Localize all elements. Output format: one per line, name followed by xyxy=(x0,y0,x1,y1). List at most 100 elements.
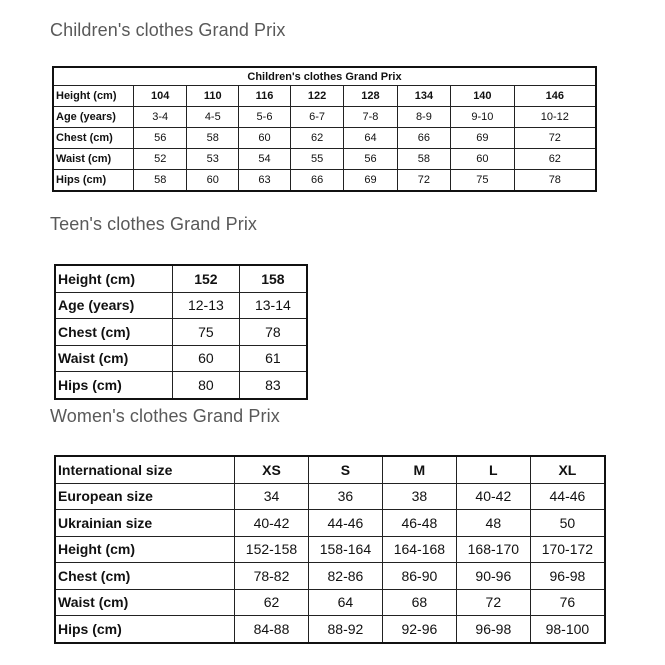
table-cell: 96-98 xyxy=(455,615,531,643)
column-header: L xyxy=(455,455,531,484)
table-cell: 56 xyxy=(343,148,398,170)
table-cell: 64 xyxy=(307,588,383,616)
table-cell: 63 xyxy=(238,169,291,192)
table-cell: 72 xyxy=(396,169,452,192)
table-row: International size XS S M L XL xyxy=(54,455,606,484)
column-header: 122 xyxy=(289,85,345,107)
table-cell: 44-46 xyxy=(529,482,606,510)
table-cell: 76 xyxy=(529,588,606,616)
column-header: 140 xyxy=(450,85,515,107)
table-cell: 78-82 xyxy=(234,562,309,590)
table-cell: 58 xyxy=(186,127,240,149)
table-row: Waist (cm) 62 64 68 72 76 xyxy=(54,588,606,616)
table-cell: 83 xyxy=(238,371,308,399)
table-row: Hips (cm) 58 60 63 66 69 72 75 78 xyxy=(52,169,597,192)
row-label: Waist (cm) xyxy=(52,148,134,170)
table-cell: 64 xyxy=(343,127,398,149)
table-cell: 3-4 xyxy=(132,106,188,128)
table-row: Height (cm) 104 110 116 122 128 134 140 146 xyxy=(52,85,597,107)
row-label: Hips (cm) xyxy=(54,371,173,399)
table-row: Hips (cm) 84-88 88-92 92-96 96-98 98-100 xyxy=(54,615,606,643)
table-cell: 72 xyxy=(513,127,597,149)
table-cell: 5-6 xyxy=(238,106,291,128)
row-label: International size xyxy=(54,455,235,484)
row-label: Height (cm) xyxy=(52,85,134,107)
row-label: Hips (cm) xyxy=(52,169,134,192)
table-cell: 40-42 xyxy=(455,482,531,510)
row-label: European size xyxy=(54,482,235,510)
column-header: 152 xyxy=(172,264,240,293)
column-header: 134 xyxy=(396,85,452,107)
table-cell: 72 xyxy=(455,588,531,616)
column-header: 116 xyxy=(238,85,291,107)
table-row: Chest (cm) 75 78 xyxy=(54,318,308,346)
table-cell: 168-170 xyxy=(455,535,531,563)
table-row: Age (years) 12-13 13-14 xyxy=(54,291,308,319)
row-label: Hips (cm) xyxy=(54,615,235,643)
row-label: Chest (cm) xyxy=(54,318,173,346)
table-cell: 75 xyxy=(450,169,515,192)
table-cell: 152-158 xyxy=(234,535,309,563)
table-cell: 58 xyxy=(396,148,452,170)
row-label: Waist (cm) xyxy=(54,344,173,372)
table-cell: 69 xyxy=(343,169,398,192)
table-cell: 60 xyxy=(172,344,240,372)
row-label: Chest (cm) xyxy=(52,127,134,149)
table-cell: 9-10 xyxy=(450,106,515,128)
table-row: Waist (cm) 60 61 xyxy=(54,344,308,372)
row-label: Chest (cm) xyxy=(54,562,235,590)
table-cell: 82-86 xyxy=(307,562,383,590)
table-cell: 80 xyxy=(172,371,240,399)
column-header: XL xyxy=(529,455,606,484)
table-cell: 50 xyxy=(529,509,606,537)
table-cell: 44-46 xyxy=(307,509,383,537)
column-header: 128 xyxy=(343,85,398,107)
table-cell: 36 xyxy=(307,482,383,510)
table-cell: 62 xyxy=(513,148,597,170)
table-cell: 66 xyxy=(396,127,452,149)
table-row: Hips (cm) 80 83 xyxy=(54,371,308,399)
table-cell: 62 xyxy=(289,127,345,149)
teen-size-table: Height (cm) 152 158 Age (years) 12-13 13-14 Ch… xyxy=(54,264,308,400)
table-cell: 56 xyxy=(132,127,188,149)
table-cell: 170-172 xyxy=(529,535,606,563)
table-cell: 98-100 xyxy=(529,615,606,643)
column-header: XS xyxy=(234,455,309,484)
column-header: 158 xyxy=(238,264,308,293)
table-cell: 158-164 xyxy=(307,535,383,563)
table-cell: 58 xyxy=(132,169,188,192)
table-cell: 55 xyxy=(289,148,345,170)
table-cell: 62 xyxy=(234,588,309,616)
table-cell: 164-168 xyxy=(381,535,457,563)
column-header: M xyxy=(381,455,457,484)
table-row: European size 34 36 38 40-42 44-46 xyxy=(54,482,606,510)
table-row: Height (cm) 152-158 158-164 164-168 168-170 1… xyxy=(54,535,606,563)
table-cell: 78 xyxy=(238,318,308,346)
column-header: 110 xyxy=(186,85,240,107)
table-cell: 61 xyxy=(238,344,308,372)
row-label: Age (years) xyxy=(52,106,134,128)
table-cell: 10-12 xyxy=(513,106,597,128)
table-cell: 12-13 xyxy=(172,291,240,319)
row-label: Ukrainian size xyxy=(54,509,235,537)
table-cell: 69 xyxy=(450,127,515,149)
table-cell: 53 xyxy=(186,148,240,170)
table-cell: 46-48 xyxy=(381,509,457,537)
table-cell: 52 xyxy=(132,148,188,170)
table-cell: 7-8 xyxy=(343,106,398,128)
table-cell: 4-5 xyxy=(186,106,240,128)
table-cell: 48 xyxy=(455,509,531,537)
table-row: Waist (cm) 52 53 54 55 56 58 60 62 xyxy=(52,148,597,170)
table-cell: 84-88 xyxy=(234,615,309,643)
table-caption-row: Children's clothes Grand Prix xyxy=(52,66,597,86)
row-label: Height (cm) xyxy=(54,535,235,563)
table-cell: 92-96 xyxy=(381,615,457,643)
column-header: S xyxy=(307,455,383,484)
table-cell: 78 xyxy=(513,169,597,192)
table-cell: 90-96 xyxy=(455,562,531,590)
column-header: 104 xyxy=(132,85,188,107)
row-label: Waist (cm) xyxy=(54,588,235,616)
table-row: Ukrainian size 40-42 44-46 46-48 48 50 xyxy=(54,509,606,537)
table-row: Age (years) 3-4 4-5 5-6 6-7 7-8 8-9 9-10 10-12 xyxy=(52,106,597,128)
women-size-table: International size XS S M L XL European size 34… xyxy=(54,455,606,644)
